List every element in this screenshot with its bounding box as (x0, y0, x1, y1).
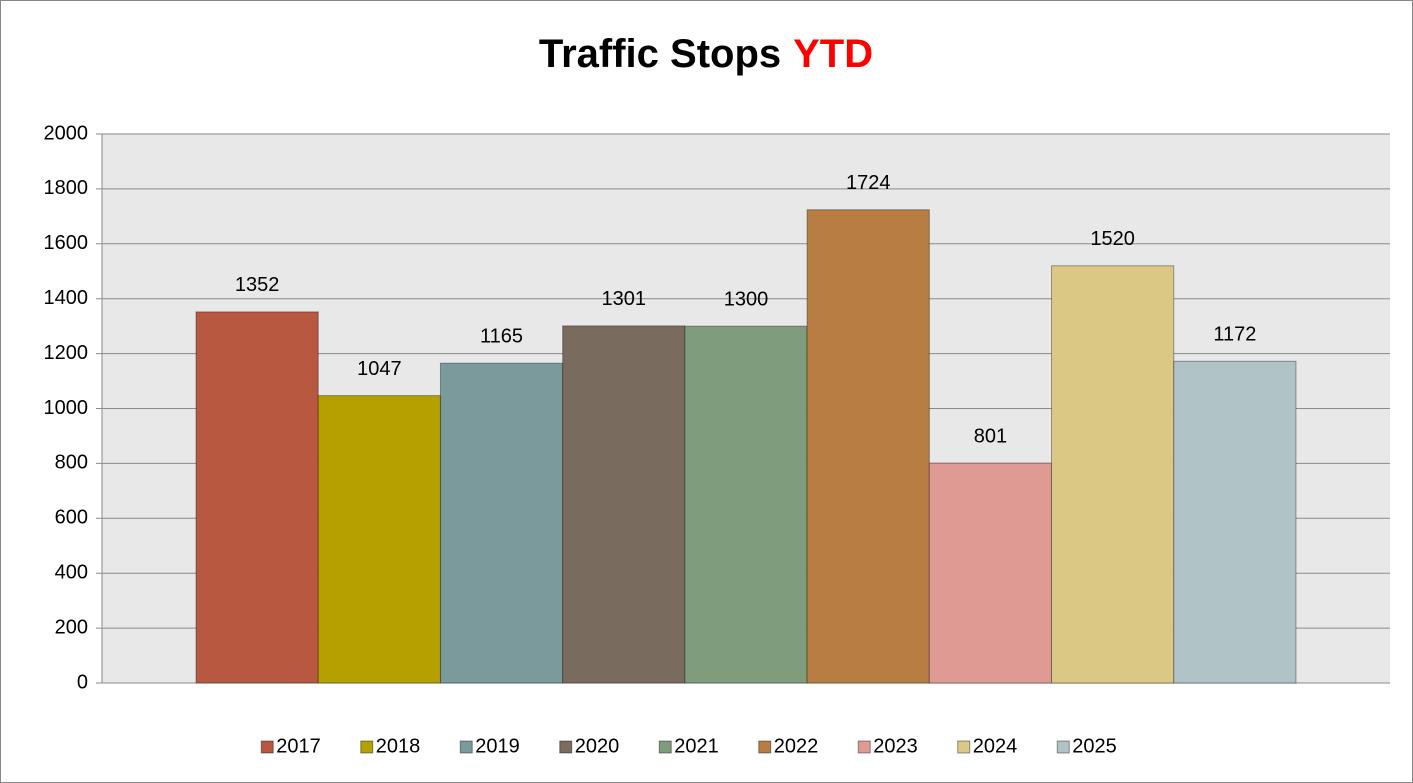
bar (1173, 360, 1297, 684)
legend-label: 2022 (774, 735, 819, 757)
legend-swatch (559, 740, 573, 754)
legend-swatch (260, 740, 274, 754)
legend-label: 2018 (376, 735, 421, 757)
data-label: 1172 (1213, 324, 1256, 346)
chart-title: Traffic Stops YTD (539, 32, 873, 76)
data-label: 1520 (1090, 228, 1135, 250)
legend-label: 2024 (973, 735, 1018, 757)
bar (806, 209, 930, 684)
legend-swatch (1056, 740, 1070, 754)
bar (439, 362, 564, 684)
y-tick-label: 400 (55, 561, 88, 583)
legend-label: 2023 (873, 735, 918, 757)
legend-swatch (758, 740, 772, 754)
bar (195, 311, 319, 684)
bar (1051, 265, 1175, 684)
legend-swatch (957, 740, 971, 754)
data-label: 1047 (357, 358, 402, 380)
title-main: Traffic Stops (539, 32, 781, 76)
y-tick-label: 1800 (44, 177, 89, 199)
legend-swatch (459, 740, 473, 754)
data-label: 1724 (846, 172, 891, 194)
data-label: 801 (974, 425, 1007, 447)
legend-swatch (857, 740, 871, 754)
legend-label: 2021 (674, 735, 719, 757)
legend-swatch (658, 740, 672, 754)
y-tick-label: 600 (55, 507, 88, 529)
data-label: 1300 (724, 288, 769, 310)
y-tick-label: 1000 (44, 397, 89, 419)
bar (684, 325, 808, 684)
legend-label: 2017 (276, 735, 321, 757)
legend-label: 2020 (575, 735, 620, 757)
y-tick-label: 1200 (44, 342, 89, 364)
y-tick-label: 0 (77, 671, 88, 693)
data-label: 1301 (602, 288, 647, 310)
y-tick-label: 1400 (44, 287, 89, 309)
bar (562, 325, 686, 684)
legend-swatch (360, 740, 374, 754)
y-tick-label: 800 (55, 452, 88, 474)
legend-label: 2019 (475, 735, 520, 757)
bar (317, 395, 441, 684)
y-tick-label: 200 (55, 616, 88, 638)
y-tick-label: 2000 (44, 122, 89, 144)
legend-label: 2025 (1072, 735, 1117, 757)
data-label: 1165 (480, 325, 523, 347)
bar (928, 462, 1053, 684)
y-tick-label: 1600 (44, 232, 89, 254)
title-highlight: YTD (793, 32, 873, 76)
data-label: 1352 (235, 274, 280, 296)
